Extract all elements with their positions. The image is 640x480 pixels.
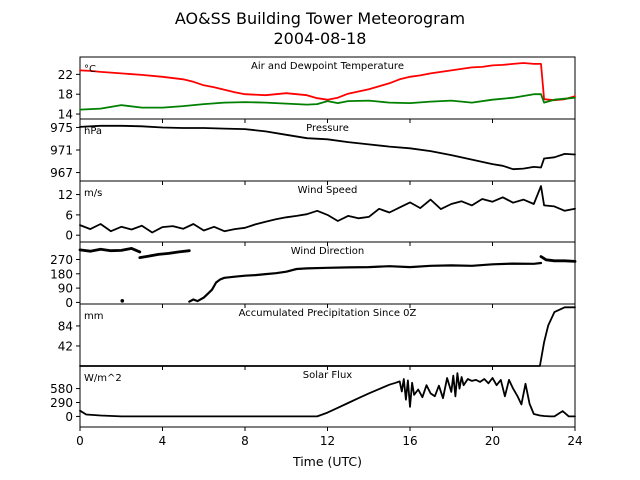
y-tick-label: 14 [58, 108, 73, 122]
data-point [120, 299, 125, 303]
y-tick-label: 42 [58, 339, 73, 353]
y-tick-label: 0 [65, 410, 73, 424]
panel-4: 42 84 Accumulated Precipitation Since 0Z mm [58, 303, 576, 370]
panel-title: Air and Dewpoint Temperature [251, 61, 404, 72]
y-tick-label: 90 [58, 282, 73, 296]
series-line-1 [79, 93, 576, 111]
y-tick-label: 971 [50, 144, 73, 158]
y-tick-label: 0 [65, 296, 73, 310]
y-tick-label: 967 [50, 166, 73, 180]
panel-title: Wind Speed [298, 185, 358, 196]
x-tick-label: 16 [402, 434, 417, 448]
x-tick-label: 24 [567, 434, 582, 448]
figure-title: AO&SS Building Tower Meteorogram [175, 9, 465, 28]
y-tick-label: 580 [50, 382, 73, 396]
unit-label: hPa [84, 126, 102, 137]
x-tick-label: 12 [320, 434, 335, 448]
y-tick-label: 290 [50, 396, 73, 410]
y-tick-label: 270 [50, 253, 73, 267]
y-tick-label: 18 [58, 88, 73, 102]
series-line-3 [539, 255, 577, 263]
figure-subtitle-date: 2004-08-18 [274, 29, 367, 48]
series-line-0 [79, 185, 576, 234]
series-line-0 [79, 62, 576, 102]
y-tick-label: 84 [58, 319, 73, 333]
series-line-0 [78, 246, 142, 254]
series-line-1 [138, 249, 191, 260]
x-axis: 0 4 8 12 16 20 24 [76, 434, 582, 448]
unit-label: W/m^2 [84, 373, 122, 384]
unit-label: °C [84, 64, 96, 75]
series-line-0 [79, 372, 576, 418]
panel-1: 967 971 975 Pressure hPa [50, 118, 576, 185]
panel-title: Accumulated Precipitation Since 0Z [239, 308, 417, 319]
y-tick-label: 22 [58, 68, 73, 82]
x-tick-label: 4 [159, 434, 167, 448]
series-line-0 [79, 124, 576, 171]
panel-title: Solar Flux [303, 370, 353, 381]
y-tick-label: 12 [58, 188, 73, 202]
y-tick-label: 0 [65, 229, 73, 243]
x-tick-label: 20 [485, 434, 500, 448]
panel-title: Wind Direction [291, 246, 365, 257]
x-tick-label: 8 [241, 434, 249, 448]
unit-label: m/s [84, 188, 102, 199]
panel-title: Pressure [306, 123, 349, 134]
unit-label: mm [84, 311, 103, 322]
panel-0: 14 18 22 Air and Dewpoint Temperature °C [58, 56, 576, 123]
y-tick-label: 180 [50, 267, 73, 281]
x-axis-label: Time (UTC) [292, 454, 362, 469]
y-tick-label: 975 [50, 121, 73, 135]
y-tick-label: 6 [65, 208, 73, 222]
x-tick-label: 0 [76, 434, 84, 448]
panel-2: 0 6 12 Wind Speed m/s [58, 180, 576, 246]
series-line-2 [188, 261, 543, 303]
